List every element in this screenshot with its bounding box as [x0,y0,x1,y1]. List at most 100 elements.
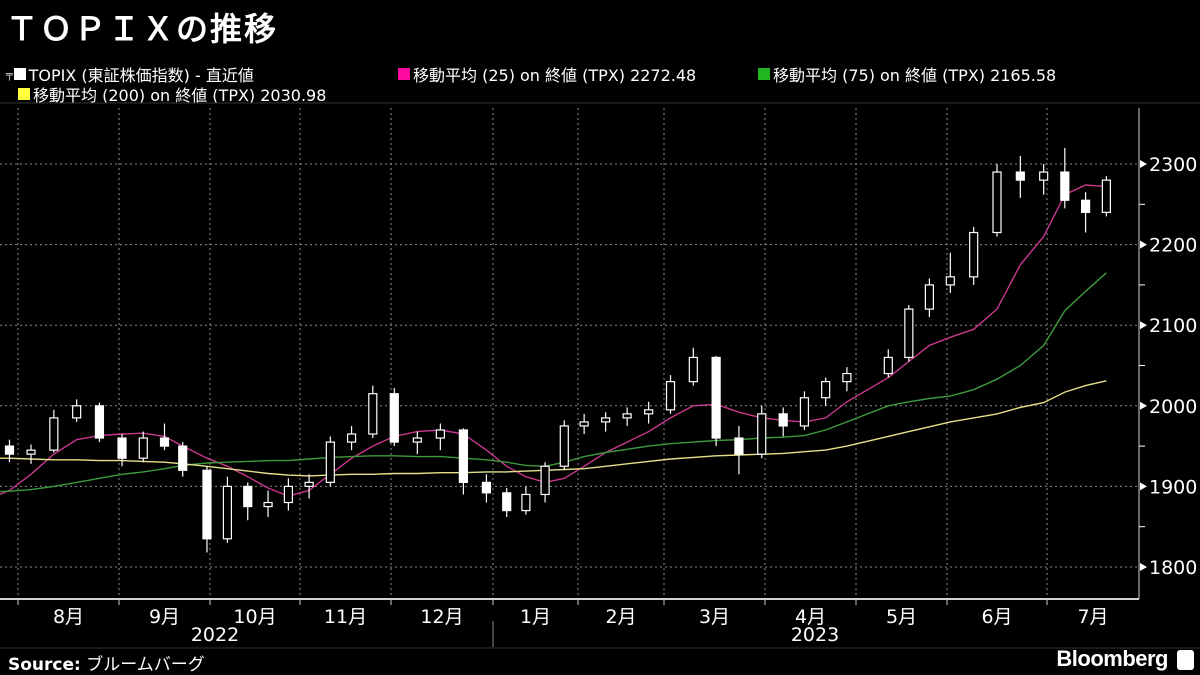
legend-label-ma75: 移動平均 (75) on 終値 (TPX) 2165.58 [773,66,1057,85]
candle-up [325,441,335,483]
ma25-line [0,184,1107,497]
legend-label-ma200: 移動平均 (200) on 終値 (TPX) 2030.98 [33,86,327,105]
x-tick-label: 12月 [420,606,463,628]
candle-up [222,485,233,540]
legend-swatch-ma200 [18,88,30,100]
legend-label-ma25: 移動平均 (25) on 終値 (TPX) 2272.48 [413,66,697,85]
x-tick-label: 9月 [149,606,180,628]
candle-up [1039,171,1049,181]
candle-up [521,493,531,512]
candle-up [263,501,273,508]
candle-up [540,465,550,496]
candle-up [138,437,148,459]
candle-up [368,393,378,435]
y-tick-label: 2000 [1149,396,1197,418]
candlesticks [4,147,1111,553]
candle-down [481,481,492,494]
candle-up [688,356,698,383]
candle-down [94,405,105,439]
candle-up [412,437,422,443]
gridlines [0,108,1139,599]
legend-item-ma25: 移動平均 (25) on 終値 (TPX) 2272.48 [398,62,696,86]
x-tick-label: 4月 [795,606,826,628]
y-tick-label: 2100 [1149,315,1197,337]
bloomberg-chart-icon [1177,650,1194,670]
moving-average-lines [0,184,1107,497]
x-tick-label: 10月 [233,606,276,628]
source-text: ブルームバーグ [86,655,205,675]
source-label: Source: [8,655,81,675]
x-tick-label: 8月 [53,606,84,628]
y-tick-marker [1140,160,1147,168]
candle-down [734,437,744,455]
candle-up [969,231,979,278]
year-label: 2022 [191,624,239,646]
candle-up [283,485,293,504]
legend-item-ma200: 移動平均 (200) on 終値 (TPX) 2030.98 [18,82,326,106]
candle-down [1015,171,1025,181]
x-tick-label: 5月 [886,606,917,628]
candle-up [992,171,1002,234]
candle-up [346,433,357,443]
candle-up [49,417,59,451]
candlestick-icon: ╤ [6,67,13,81]
candle-up [904,308,914,359]
legend-label-topix: TOPIX (東証株価指数) - 直近値 [28,66,254,85]
candle-up [945,276,955,286]
y-tick-marker [1140,321,1147,330]
candle-down [202,469,212,540]
legend-swatch-ma75 [758,68,770,80]
legend-swatch-topix [13,68,26,80]
x-tick-label: 3月 [699,606,730,628]
chart-title: ＴＯＰＩＸの推移 [6,10,279,48]
candle-down [389,393,399,443]
y-tick-label: 1800 [1149,557,1197,579]
candle-up [644,409,654,415]
candle-up [883,356,893,375]
candle-down [778,413,788,427]
candle-down [159,437,170,447]
source-note: Source: ブルームバーグ [8,650,205,675]
candle-down [243,485,253,508]
candle-up [924,284,934,310]
y-tick-marker [1140,563,1147,571]
year-label: 2023 [791,624,839,646]
x-tick-label: 2月 [605,606,636,628]
bloomberg-logo: Bloomberg [1056,646,1168,671]
candle-down [458,429,468,483]
legend-swatch-ma25 [398,68,410,80]
candle-up [799,397,810,427]
x-tick-label: 11月 [324,606,367,628]
ma75-line [0,272,1107,493]
y-tick-label: 2300 [1149,154,1197,176]
candle-up [304,481,314,487]
candle-up [665,381,676,411]
legend-item-ma75: 移動平均 (75) on 終値 (TPX) 2165.58 [758,62,1056,86]
candle-down [1060,171,1070,201]
candle-down [117,437,127,459]
candle-up [601,417,611,423]
candle-up [842,372,852,383]
candle-down [1080,199,1091,213]
axes: 1800 1900 2000 2100 2200 2300 8月 9月 10月 11月 12月 1月 2… [0,102,1200,649]
y-tick-label: 2200 [1149,235,1197,257]
x-tick-label: 1月 [520,606,551,628]
legend-item-topix: ╤ TOPIX (東証株価指数) - 直近値 [6,62,254,86]
candle-up [579,421,589,427]
x-tick-label: 7月 [1077,606,1108,628]
candle-up [1101,179,1111,213]
y-tick-label: 1900 [1149,476,1197,498]
candle-down [4,445,15,455]
y-tick-marker [1140,401,1147,410]
candle-up [821,381,831,399]
candle-up [757,413,767,455]
candle-up [72,405,82,419]
x-tick-label: 6月 [981,606,1012,628]
candle-up [26,449,36,455]
candle-down [502,492,512,512]
candle-up [622,413,632,419]
ma200-line [0,380,1107,477]
candle-down [711,356,721,439]
candle-up [559,425,569,467]
